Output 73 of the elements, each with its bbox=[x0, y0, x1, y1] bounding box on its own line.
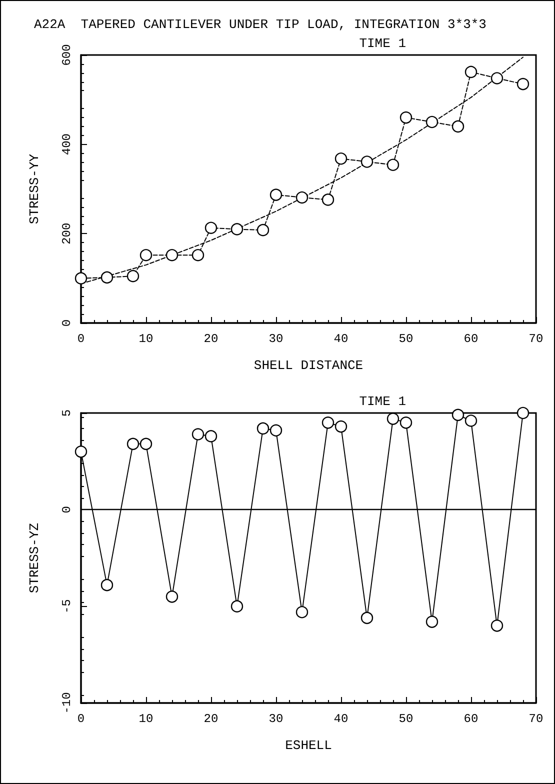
y-axis-title: STRESS-YZ bbox=[27, 522, 42, 594]
x-tick-label: 0 bbox=[77, 712, 85, 726]
point bbox=[490, 72, 504, 84]
point bbox=[100, 578, 114, 592]
point bbox=[296, 606, 308, 618]
point bbox=[192, 249, 204, 262]
point bbox=[334, 152, 348, 165]
y-tick-label: 0 bbox=[60, 319, 74, 327]
point bbox=[204, 430, 218, 442]
x-tick-label: 50 bbox=[398, 712, 414, 726]
point bbox=[400, 111, 412, 124]
chart-title: A22A TAPERED CANTILEVER UNDER TIP LOAD, INTEGRATION 3*3*3 bbox=[34, 17, 486, 32]
y-tick-label: 600 bbox=[60, 44, 74, 66]
x-tick-label: 70 bbox=[528, 332, 544, 346]
point bbox=[464, 414, 478, 427]
point bbox=[360, 156, 374, 168]
y-tick-label: 0 bbox=[60, 506, 74, 514]
point bbox=[166, 249, 178, 262]
point bbox=[464, 66, 478, 78]
x-tick-label: 50 bbox=[398, 332, 414, 346]
point bbox=[74, 272, 88, 284]
point bbox=[490, 620, 504, 632]
y-tick-label: -10 bbox=[60, 692, 74, 714]
point bbox=[400, 416, 412, 429]
x-tick-label: 40 bbox=[334, 712, 348, 726]
point bbox=[140, 249, 152, 262]
x-tick-label: 70 bbox=[528, 712, 544, 726]
point bbox=[452, 120, 464, 133]
x-tick-label: 30 bbox=[268, 332, 284, 346]
point bbox=[360, 612, 374, 624]
point bbox=[256, 422, 270, 435]
y-tick-label: 400 bbox=[60, 134, 74, 156]
x-tick-label: 60 bbox=[464, 712, 478, 726]
x-tick-label: 20 bbox=[204, 332, 218, 346]
point bbox=[230, 223, 244, 236]
point bbox=[322, 194, 334, 206]
y-tick-label: -5 bbox=[60, 599, 74, 614]
point bbox=[296, 191, 308, 204]
point bbox=[426, 116, 438, 128]
point bbox=[230, 600, 244, 612]
point bbox=[204, 222, 218, 234]
point bbox=[270, 188, 282, 201]
x-tick-label: 0 bbox=[77, 332, 85, 346]
point bbox=[270, 424, 282, 436]
text: TIME 1 bbox=[359, 394, 406, 409]
point bbox=[386, 158, 400, 171]
point bbox=[386, 412, 400, 425]
x-tick-label: 10 bbox=[138, 332, 154, 346]
point bbox=[516, 406, 530, 420]
x-tick-label: 20 bbox=[204, 712, 218, 726]
point bbox=[74, 446, 88, 458]
point bbox=[166, 590, 178, 603]
point bbox=[452, 408, 464, 422]
text: TIME 1 bbox=[359, 36, 406, 51]
point bbox=[126, 438, 140, 450]
point bbox=[126, 270, 140, 282]
x-tick-label: 60 bbox=[464, 332, 478, 346]
x-tick-label: 40 bbox=[334, 332, 348, 346]
point bbox=[100, 271, 114, 284]
y-tick-label: 200 bbox=[60, 222, 74, 244]
x-axis-title: ESHELL bbox=[285, 738, 332, 753]
y-tick-label: 5 bbox=[60, 409, 74, 417]
x-tick-label: 10 bbox=[138, 712, 154, 726]
y-axis-title: STRESS-YY bbox=[27, 154, 42, 224]
point bbox=[192, 428, 204, 440]
point bbox=[334, 420, 348, 433]
x-tick-label: 30 bbox=[268, 712, 284, 726]
point bbox=[322, 416, 334, 429]
point bbox=[140, 438, 152, 450]
point bbox=[516, 78, 530, 90]
x-axis-title: SHELL DISTANCE bbox=[254, 358, 364, 373]
point bbox=[426, 616, 438, 628]
point bbox=[256, 224, 270, 236]
